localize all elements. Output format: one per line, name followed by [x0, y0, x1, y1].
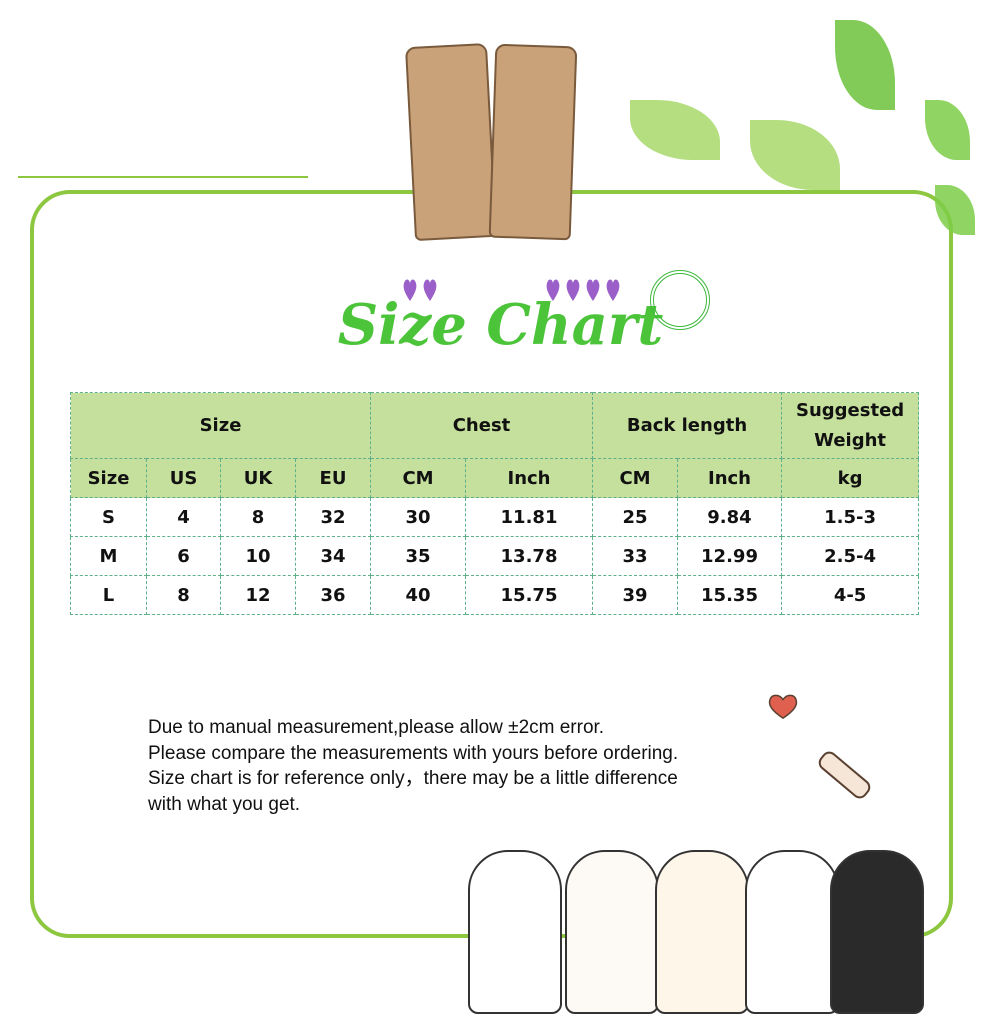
sub-header: Size: [70, 458, 147, 498]
table-cell: S: [70, 497, 147, 537]
table-row: L 8 12 36 40 15.75 39 15.35 4-5: [70, 575, 920, 615]
group-header: Suggested Weight: [780, 392, 920, 459]
note-line: Size chart is for reference only，there m…: [148, 768, 678, 789]
sub-header: kg: [780, 458, 920, 498]
table-cell: 25: [592, 497, 678, 537]
table-cell: 8: [220, 497, 296, 537]
sub-header: EU: [295, 458, 371, 498]
cat-illustration: [745, 850, 839, 1014]
table-cell: 11.81: [465, 497, 593, 537]
frame-line: [18, 176, 308, 178]
table-cell: 4: [146, 497, 221, 537]
table-cell: 12.99: [677, 536, 782, 576]
leaf-icon: [630, 100, 720, 160]
notes: Due to manual measurement,please allow ±…: [148, 715, 678, 817]
note-line: with what you get.: [148, 793, 301, 815]
table-cell: 2.5-4: [780, 536, 920, 576]
heart-icon: [606, 279, 620, 301]
page-title: Size Chart: [337, 292, 664, 358]
table-row: S 4 8 32 30 11.81 25 9.84 1.5-3: [70, 497, 920, 537]
cat-illustration: [565, 850, 659, 1014]
sub-header: Inch: [677, 458, 782, 498]
table-cell: 40: [370, 575, 466, 615]
clip-icon: [488, 43, 578, 241]
table-cell: 15.35: [677, 575, 782, 615]
leaf-icon: [750, 120, 840, 190]
sub-header: UK: [220, 458, 296, 498]
heart-icon: [586, 279, 600, 301]
table-cell: 10: [220, 536, 296, 576]
leaf-icon: [835, 20, 895, 110]
purple-hearts: [545, 276, 621, 302]
table-cell: 36: [295, 575, 371, 615]
sub-header: CM: [370, 458, 466, 498]
sub-header: CM: [592, 458, 678, 498]
spiral-icon: [650, 270, 710, 330]
table-cell: 15.75: [465, 575, 593, 615]
purple-hearts: [402, 276, 438, 302]
table-cell: 39: [592, 575, 678, 615]
table-cell: 6: [146, 536, 221, 576]
size-table: Size Chest Back length Suggested Weight …: [70, 392, 920, 615]
note-line: Due to manual measurement,please allow ±…: [148, 717, 605, 738]
cat-illustration: [655, 850, 749, 1014]
clip-icon: [404, 42, 498, 242]
table-cell: 4-5: [780, 575, 920, 615]
heart-icon: [768, 694, 798, 720]
heart-icon: [403, 279, 417, 301]
table-cell: 32: [295, 497, 371, 537]
table-row: M 6 10 34 35 13.78 33 12.99 2.5-4: [70, 536, 920, 576]
group-header: Back length: [592, 392, 782, 459]
table-cell: L: [70, 575, 147, 615]
table-cell: 30: [370, 497, 466, 537]
table-cell: 35: [370, 536, 466, 576]
table-cell: 34: [295, 536, 371, 576]
table-cell: M: [70, 536, 147, 576]
cat-illustration: [830, 850, 924, 1014]
group-header: Chest: [370, 392, 593, 459]
heart-icon: [566, 279, 580, 301]
note-line: Please compare the measurements with you…: [148, 742, 679, 764]
table-cell: 1.5-3: [780, 497, 920, 537]
table-cell: 8: [146, 575, 221, 615]
sub-header: Inch: [465, 458, 593, 498]
group-header: Size: [70, 392, 371, 459]
table-cell: 13.78: [465, 536, 593, 576]
table-cell: 12: [220, 575, 296, 615]
table-cell: 33: [592, 536, 678, 576]
heart-icon: [423, 279, 437, 301]
leaf-icon: [925, 100, 970, 160]
table-cell: 9.84: [677, 497, 782, 537]
heart-icon: [546, 279, 560, 301]
sub-header: US: [146, 458, 221, 498]
cat-illustration: [468, 850, 562, 1014]
